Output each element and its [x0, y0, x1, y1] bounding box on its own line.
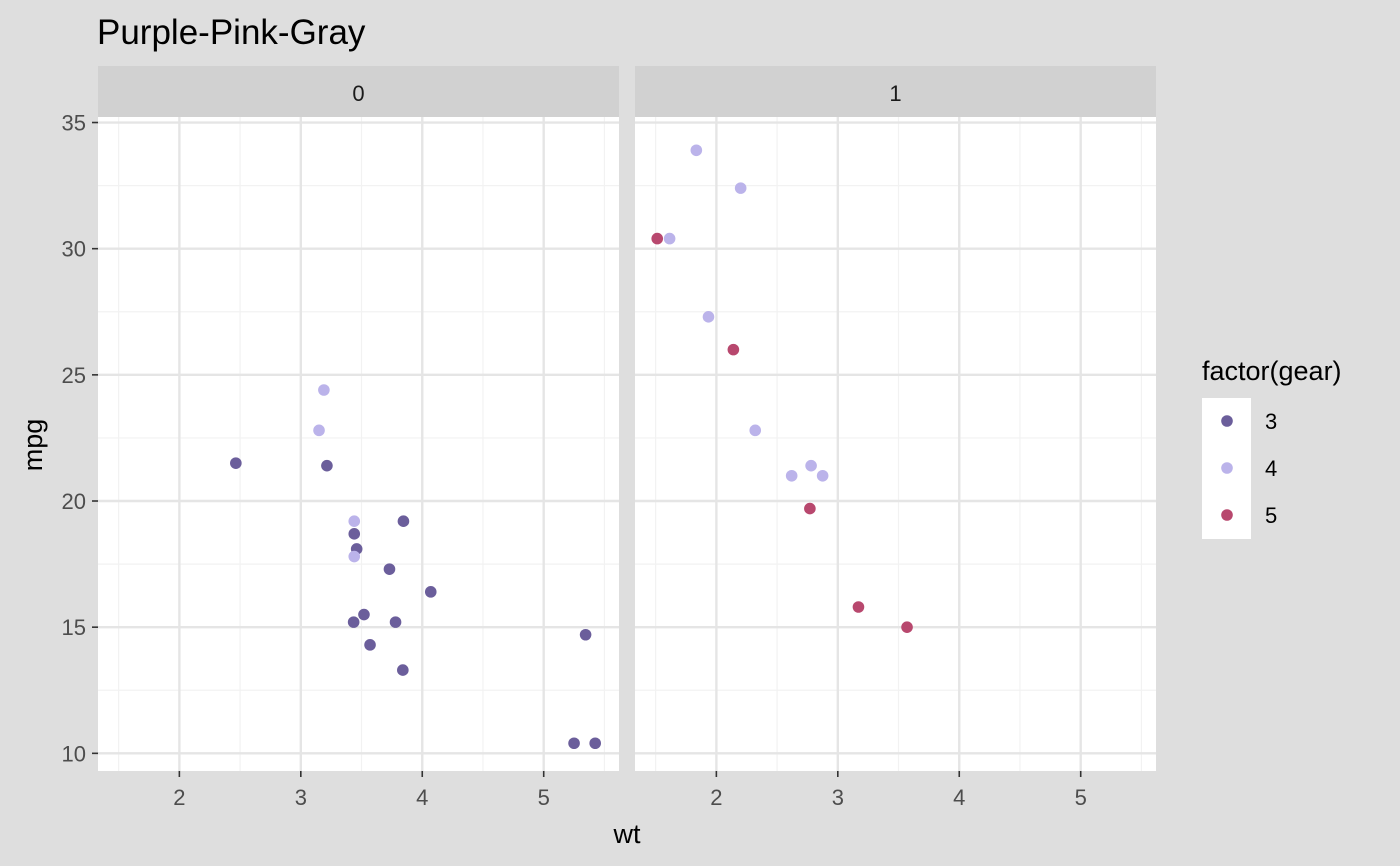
data-point-gear-3: [579, 628, 592, 641]
data-point-gear-4: [785, 469, 798, 482]
y-axis: 10 15 20 25 30 35: [62, 111, 98, 766]
facet-strip-label: 0: [352, 81, 364, 106]
facet-strip: [98, 66, 619, 117]
data-point-gear-5: [852, 601, 865, 613]
legend-label: 3: [1265, 409, 1277, 434]
facet-strip: [635, 66, 1156, 117]
data-point-gear-4: [348, 515, 361, 527]
data-point-gear-3: [364, 639, 376, 651]
data-point-gear-4: [749, 424, 762, 437]
data-point-gear-4: [702, 311, 715, 323]
panel-background: [98, 117, 619, 771]
legend-key-gear-4: [1221, 462, 1233, 474]
data-point-gear-3: [347, 616, 360, 628]
data-point-gear-3: [358, 608, 370, 621]
x-axis-title: wt: [613, 819, 641, 849]
x-tick-label: 4: [953, 785, 965, 810]
data-point-gear-3: [389, 616, 402, 628]
data-point-gear-3: [230, 457, 242, 469]
data-point-gear-4: [318, 384, 330, 396]
legend-title: factor(gear): [1202, 356, 1342, 386]
y-tick-label: 10: [62, 741, 86, 766]
x-tick-label: 3: [295, 785, 307, 810]
data-point-gear-4: [805, 459, 817, 472]
data-point-gear-4: [348, 550, 361, 563]
y-tick-label: 25: [62, 363, 86, 388]
data-point-gear-5: [651, 232, 664, 245]
facet-panel-0: 0: [98, 66, 619, 771]
y-axis-title: mpg: [18, 419, 48, 472]
data-point-gear-5: [804, 502, 816, 515]
legend-key-gear-3: [1221, 415, 1233, 427]
y-tick-label: 30: [62, 237, 86, 262]
x-tick-label: 3: [832, 785, 844, 810]
data-point-gear-5: [901, 621, 913, 633]
data-point-gear-3: [589, 737, 601, 750]
panel-background: [635, 117, 1156, 771]
legend-key-gear-5: [1221, 509, 1233, 521]
data-point-gear-5: [727, 343, 740, 356]
data-point-gear-4: [663, 232, 676, 245]
legend-entries: 3 4 5: [1221, 409, 1277, 528]
data-point-gear-4: [690, 144, 703, 157]
x-axis: 2 3 4 5 2 3 4 5: [173, 771, 1087, 810]
facet-strip-label: 1: [889, 81, 901, 106]
data-point-gear-3: [424, 586, 437, 598]
y-tick-label: 15: [62, 615, 86, 640]
legend-label: 4: [1265, 456, 1277, 481]
data-point-gear-4: [313, 424, 325, 437]
data-point-gear-3: [568, 737, 580, 750]
y-tick-label: 20: [62, 489, 86, 514]
data-point-gear-3: [397, 515, 410, 527]
data-point-gear-4: [734, 182, 747, 194]
x-tick-label: 2: [710, 785, 722, 810]
legend: factor(gear) 3 4 5: [1202, 356, 1342, 539]
y-tick-label: 35: [62, 111, 86, 136]
x-tick-label: 5: [1075, 785, 1087, 810]
x-tick-label: 4: [416, 785, 428, 810]
x-tick-label: 2: [173, 785, 185, 810]
data-point-gear-4: [816, 469, 829, 482]
data-point-gear-3: [348, 528, 361, 540]
data-point-gear-3: [397, 664, 409, 676]
x-tick-label: 5: [538, 785, 550, 810]
data-point-gear-3: [383, 563, 396, 575]
chart-title: Purple-Pink-Gray: [97, 13, 366, 52]
data-point-gear-3: [321, 459, 333, 472]
facet-panel-1: 1: [635, 66, 1156, 771]
legend-label: 5: [1265, 503, 1277, 528]
